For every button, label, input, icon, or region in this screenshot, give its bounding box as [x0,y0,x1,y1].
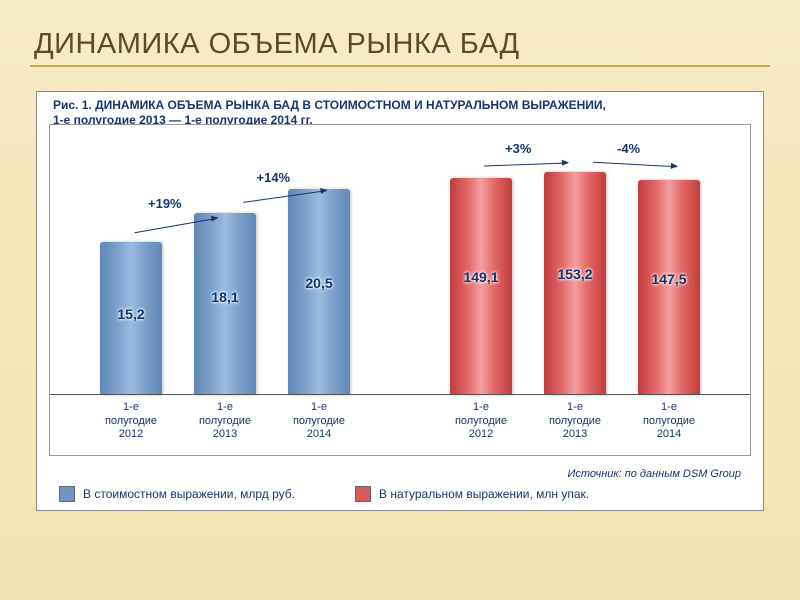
bar-value: 20,5 [288,275,350,291]
figure-container: Рис. 1. ДИНАМИКА ОБЪЕМА РЫНКА БАД В СТОИ… [36,91,764,511]
bar-blue-2013: 18,1 [194,213,256,395]
x-label: 1-еполугодие2013 [544,401,606,441]
x-label: 1-еполугодие2013 [194,401,256,441]
bar-value: 18,1 [194,289,256,305]
x-axis [50,394,400,395]
legend-label: В стоимостном выражении, млрд руб. [83,487,295,501]
bar-red-2013: 153,2 [544,172,606,395]
growth-label: +14% [257,170,291,185]
x-labels-left: 1-еполугодие2012 1-еполугодие2013 1-епол… [50,401,400,441]
bar-value: 153,2 [544,266,606,282]
x-label: 1-еполугодие2014 [638,401,700,441]
legend-label: В натуральном выражении, млн упак. [379,487,589,501]
bar-blue-2012: 15,2 [100,242,162,395]
title-rule [30,65,770,67]
caption-line-1: Рис. 1. ДИНАМИКА ОБЪЕМА РЫНКА БАД В СТОИ… [53,98,606,112]
x-label: 1-еполугодие2012 [450,401,512,441]
legend-swatch-red [355,486,371,502]
legend: В стоимостном выражении, млрд руб. В нат… [59,486,741,502]
bar-red-2014: 147,5 [638,180,700,395]
plot-frame: 15,2 18,1 20,5 +19% +14% [49,124,751,456]
bar-value: 147,5 [638,271,700,287]
bar-value: 149,1 [450,269,512,285]
growth-label: -4% [617,141,640,156]
left-chart: 15,2 18,1 20,5 +19% +14% [50,133,400,395]
x-axis [400,394,750,395]
bar-red-2012: 149,1 [450,178,512,395]
bar-value: 15,2 [100,306,162,322]
right-bars: 149,1 153,2 147,5 [400,133,750,395]
right-chart: 149,1 153,2 147,5 +3% -4% [400,133,750,395]
growth-label: +19% [148,196,182,211]
legend-item-volume: В натуральном выражении, млн упак. [355,486,589,502]
growth-label: +3% [505,141,531,156]
plot-area: 15,2 18,1 20,5 +19% +14% [50,133,750,395]
legend-item-value: В стоимостном выражении, млрд руб. [59,486,295,502]
x-label: 1-еполугодие2012 [100,401,162,441]
slide: ДИНАМИКА ОБЪЕМА РЫНКА БАД Рис. 1. ДИНАМИ… [0,0,800,600]
legend-swatch-blue [59,486,75,502]
x-label: 1-еполугодие2014 [288,401,350,441]
slide-title: ДИНАМИКА ОБЪЕМА РЫНКА БАД [34,28,770,61]
x-labels-right: 1-еполугодие2012 1-еполугодие2013 1-епол… [400,401,750,441]
bar-blue-2014: 20,5 [288,189,350,395]
left-bars: 15,2 18,1 20,5 [50,133,400,395]
source-line: Источник: по данным DSM Group [568,468,742,480]
